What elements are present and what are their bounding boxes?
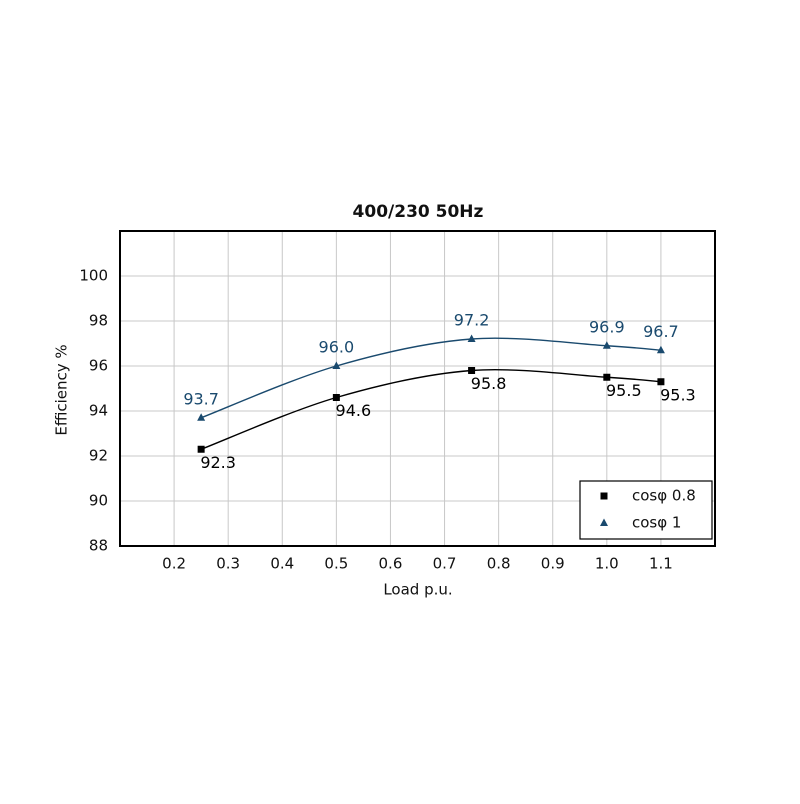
legend-box bbox=[579, 480, 713, 540]
data-label: 94.6 bbox=[336, 401, 372, 420]
legend-marker bbox=[600, 518, 608, 526]
point bbox=[468, 367, 476, 374]
y-tick-label: 94 bbox=[89, 402, 108, 420]
plot-frame bbox=[119, 230, 716, 547]
x-tick-label: 0.4 bbox=[270, 555, 294, 573]
x-tick-label: 0.2 bbox=[162, 555, 186, 573]
point bbox=[332, 361, 341, 369]
legend-label: cosφ 0.8 bbox=[632, 487, 696, 505]
point bbox=[602, 341, 611, 349]
x-tick-label: 0.6 bbox=[379, 555, 403, 573]
data-label: 95.3 bbox=[660, 385, 696, 404]
point bbox=[603, 373, 611, 381]
x-tick-label: 0.9 bbox=[541, 555, 565, 573]
data-label: 97.2 bbox=[454, 311, 490, 330]
data-label: 96.7 bbox=[643, 322, 679, 341]
x-tick-label: 1.1 bbox=[649, 555, 673, 573]
y-tick-label: 98 bbox=[89, 312, 108, 330]
chart-title: 400/230 50Hz bbox=[353, 202, 484, 222]
data-label: 96.0 bbox=[319, 338, 355, 357]
point bbox=[197, 445, 205, 453]
y-tick-label: 96 bbox=[89, 357, 108, 375]
y-tick-label: 92 bbox=[89, 447, 108, 465]
x-tick-label: 0.3 bbox=[216, 555, 240, 573]
x-tick-label: 1.0 bbox=[595, 555, 619, 573]
point bbox=[332, 394, 340, 401]
x-tick-label: 0.8 bbox=[487, 555, 511, 573]
point bbox=[656, 345, 665, 354]
point bbox=[197, 413, 206, 421]
legend-marker bbox=[600, 492, 608, 500]
x-tick-label: 0.5 bbox=[324, 555, 348, 573]
data-label: 92.3 bbox=[200, 453, 236, 472]
y-axis-label: Efficiency % bbox=[53, 344, 71, 435]
y-tick-label: 90 bbox=[89, 492, 108, 510]
y-tick-label: 88 bbox=[89, 537, 108, 555]
data-label: 96.9 bbox=[589, 317, 625, 336]
point bbox=[467, 334, 476, 342]
data-label: 93.7 bbox=[183, 389, 219, 408]
y-tick-label: 100 bbox=[79, 267, 108, 285]
data-label: 95.5 bbox=[606, 381, 642, 400]
point bbox=[657, 378, 665, 386]
x-tick-label: 0.7 bbox=[433, 555, 457, 573]
x-axis-label: Load p.u. bbox=[383, 581, 452, 599]
legend-label: cosφ 1 bbox=[632, 514, 681, 532]
data-label: 95.8 bbox=[471, 374, 507, 393]
